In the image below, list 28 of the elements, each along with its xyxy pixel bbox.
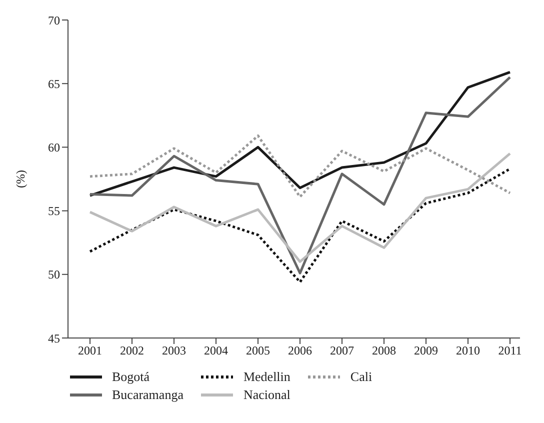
legend-label: Nacional (243, 387, 290, 403)
line-series (88, 168, 512, 284)
y-axis-title: (%) (13, 170, 28, 188)
x-tick-label: 2002 (120, 344, 144, 358)
x-tick-label: 2010 (456, 344, 480, 358)
x-tick-label: 2005 (246, 344, 270, 358)
x-tick-label: 2004 (204, 344, 228, 358)
y-tick-label: 50 (48, 268, 60, 282)
legend-label: Bogotá (112, 369, 150, 385)
y-tick-label: 60 (48, 140, 60, 154)
line-series (88, 134, 512, 198)
line-series (88, 70, 512, 197)
legend-label: Medellin (243, 369, 290, 385)
x-tick-label: 2006 (288, 344, 312, 358)
legend-label: Cali (350, 369, 372, 385)
x-tick-label: 2007 (330, 344, 354, 358)
x-tick-label: 2003 (162, 344, 186, 358)
x-tick-label: 2001 (78, 344, 102, 358)
y-tick-label: 65 (48, 76, 60, 91)
x-tick-label: 2008 (372, 344, 396, 358)
line-series (88, 152, 512, 263)
y-tick-label: 45 (48, 331, 60, 346)
legend-label: Bucaramanga (112, 387, 184, 403)
y-tick-label: 55 (48, 204, 60, 218)
x-tick-label: 2009 (414, 344, 438, 358)
line-series (88, 76, 512, 274)
x-tick-label: 2011 (498, 344, 522, 358)
y-tick-label: 70 (48, 13, 60, 28)
